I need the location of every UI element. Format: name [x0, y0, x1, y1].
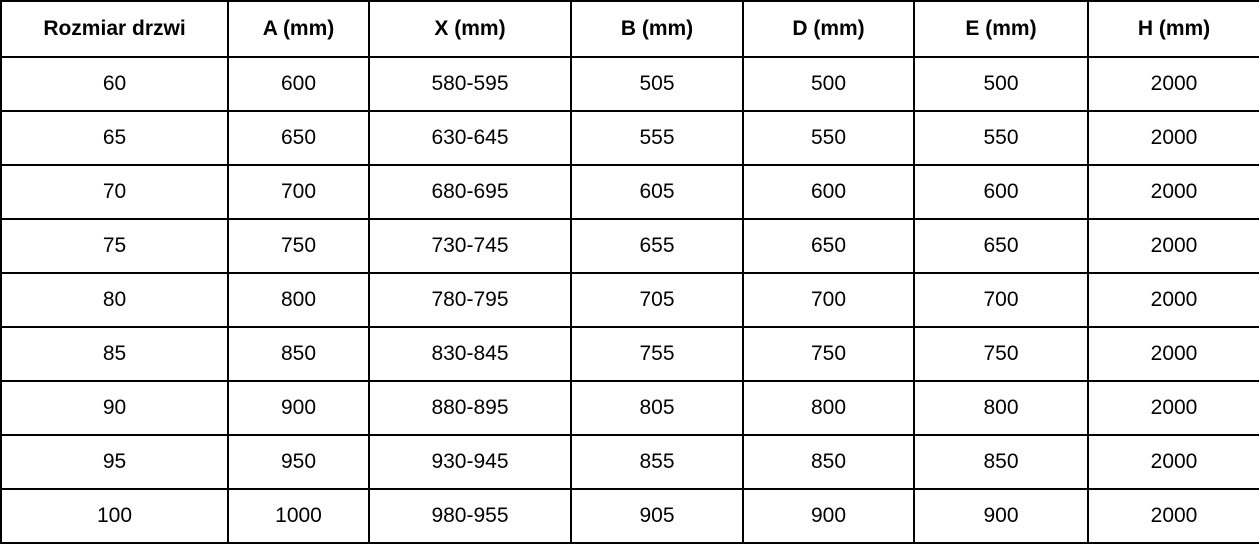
table-cell: 2000	[1087, 110, 1259, 166]
table-cell: 500	[913, 56, 1089, 112]
table-cell: 2000	[1087, 272, 1259, 328]
table-cell: 2000	[1087, 488, 1259, 544]
table-row: 60 600 580-595 505 500 500 2000	[0, 56, 1259, 112]
table-cell: 800	[913, 380, 1089, 436]
table-cell: 805	[570, 380, 744, 436]
table-cell: 605	[570, 164, 744, 220]
table-cell: 600	[742, 164, 915, 220]
table-cell: 600	[913, 164, 1089, 220]
table-cell: 550	[913, 110, 1089, 166]
table-cell: 2000	[1087, 326, 1259, 382]
table-cell: 850	[913, 434, 1089, 490]
table-cell: 2000	[1087, 380, 1259, 436]
table-row: 85 850 830-845 755 750 750 2000	[0, 326, 1259, 382]
table-cell: 2000	[1087, 218, 1259, 274]
table-cell: 2000	[1087, 56, 1259, 112]
table-cell: 755	[570, 326, 744, 382]
table-cell: 650	[227, 110, 370, 166]
table-cell: 850	[742, 434, 915, 490]
table-cell: 75	[0, 218, 229, 274]
table-cell: 850	[227, 326, 370, 382]
table-row: 95 950 930-945 855 850 850 2000	[0, 434, 1259, 490]
table-cell: 780-795	[368, 272, 572, 328]
table-cell: 65	[0, 110, 229, 166]
table-cell: 2000	[1087, 164, 1259, 220]
table-cell: 500	[742, 56, 915, 112]
table-cell: 650	[742, 218, 915, 274]
table-cell: 505	[570, 56, 744, 112]
table-cell: 800	[227, 272, 370, 328]
column-header-a-mm: A (mm)	[227, 0, 370, 58]
column-header-h-mm: H (mm)	[1087, 0, 1259, 58]
table-cell: 905	[570, 488, 744, 544]
table-cell: 2000	[1087, 434, 1259, 490]
table-cell: 90	[0, 380, 229, 436]
column-header-b-mm: B (mm)	[570, 0, 744, 58]
header-row: Rozmiar drzwi A (mm) X (mm) B (mm) D (mm…	[0, 0, 1259, 58]
table-cell: 85	[0, 326, 229, 382]
table-cell: 880-895	[368, 380, 572, 436]
column-header-e-mm: E (mm)	[913, 0, 1089, 58]
table-row: 80 800 780-795 705 700 700 2000	[0, 272, 1259, 328]
table-row: 65 650 630-645 555 550 550 2000	[0, 110, 1259, 166]
table-cell: 630-645	[368, 110, 572, 166]
table-cell: 700	[227, 164, 370, 220]
table-cell: 100	[0, 488, 229, 544]
table-cell: 900	[742, 488, 915, 544]
table-cell: 980-955	[368, 488, 572, 544]
table-cell: 900	[227, 380, 370, 436]
table-cell: 600	[227, 56, 370, 112]
table-cell: 750	[227, 218, 370, 274]
table-cell: 700	[742, 272, 915, 328]
table-cell: 830-845	[368, 326, 572, 382]
table-cell: 900	[913, 488, 1089, 544]
column-header-d-mm: D (mm)	[742, 0, 915, 58]
table-cell: 95	[0, 434, 229, 490]
table-cell: 700	[913, 272, 1089, 328]
table-cell: 70	[0, 164, 229, 220]
table-cell: 655	[570, 218, 744, 274]
table-cell: 60	[0, 56, 229, 112]
table-cell: 750	[913, 326, 1089, 382]
table-cell: 580-595	[368, 56, 572, 112]
table-row: 75 750 730-745 655 650 650 2000	[0, 218, 1259, 274]
column-header-x-mm: X (mm)	[368, 0, 572, 58]
table-cell: 800	[742, 380, 915, 436]
table-cell: 650	[913, 218, 1089, 274]
table-cell: 1000	[227, 488, 370, 544]
table-cell: 950	[227, 434, 370, 490]
table-cell: 705	[570, 272, 744, 328]
table-row: 90 900 880-895 805 800 800 2000	[0, 380, 1259, 436]
table-cell: 555	[570, 110, 744, 166]
table-cell: 855	[570, 434, 744, 490]
table-cell: 550	[742, 110, 915, 166]
table-row: 70 700 680-695 605 600 600 2000	[0, 164, 1259, 220]
table-cell: 680-695	[368, 164, 572, 220]
column-header-rozmiar-drzwi: Rozmiar drzwi	[0, 0, 229, 58]
table-cell: 730-745	[368, 218, 572, 274]
table-cell: 930-945	[368, 434, 572, 490]
table-cell: 750	[742, 326, 915, 382]
table-cell: 80	[0, 272, 229, 328]
table-row: 100 1000 980-955 905 900 900 2000	[0, 488, 1259, 544]
